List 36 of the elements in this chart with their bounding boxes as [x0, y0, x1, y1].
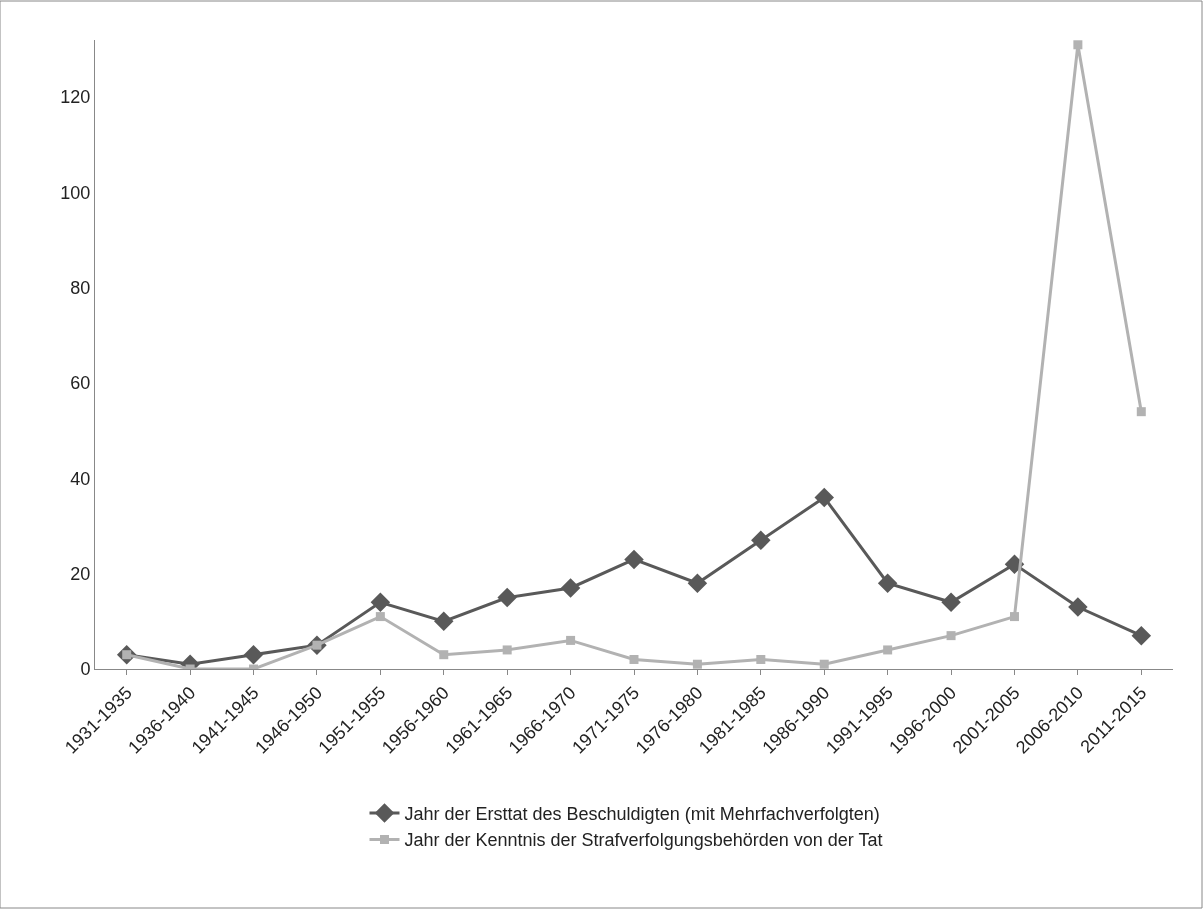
- point: [941, 592, 961, 613]
- point: [243, 644, 264, 665]
- point: [877, 573, 898, 593]
- point: [1068, 597, 1088, 617]
- point: [814, 487, 834, 508]
- y-tick-label: 40: [70, 468, 91, 489]
- point: [1131, 625, 1152, 646]
- y-tick-label: 0: [80, 659, 91, 680]
- legend-label: Jahr der Ersttat des Beschuldigten (mit Mehrfachverfolgten): [404, 804, 880, 825]
- point: [375, 612, 385, 622]
- point: [439, 650, 449, 660]
- y-tick-label: 100: [60, 182, 91, 203]
- point: [1073, 40, 1083, 50]
- point: [687, 573, 708, 593]
- point: [370, 592, 391, 613]
- point: [751, 530, 771, 551]
- point: [497, 587, 517, 608]
- point: [624, 549, 644, 570]
- point: [883, 645, 893, 655]
- legend-label: Jahr der Kenntnis der Strafverfolgungsbehörden von der Tat: [404, 830, 883, 851]
- point: [756, 654, 766, 664]
- point: [502, 645, 512, 655]
- point: [819, 659, 829, 669]
- y-tick-label: 80: [70, 278, 91, 299]
- point: [1004, 554, 1025, 574]
- y-tick-label: 120: [60, 87, 91, 108]
- point: [434, 611, 454, 632]
- y-tick-label: 20: [70, 564, 91, 584]
- point: [560, 578, 581, 598]
- point: [946, 631, 956, 641]
- point: [1136, 407, 1146, 417]
- point: [629, 654, 639, 664]
- point: [1009, 612, 1019, 622]
- point: [566, 635, 576, 645]
- y-tick-label: 60: [70, 373, 91, 394]
- point: [692, 659, 702, 669]
